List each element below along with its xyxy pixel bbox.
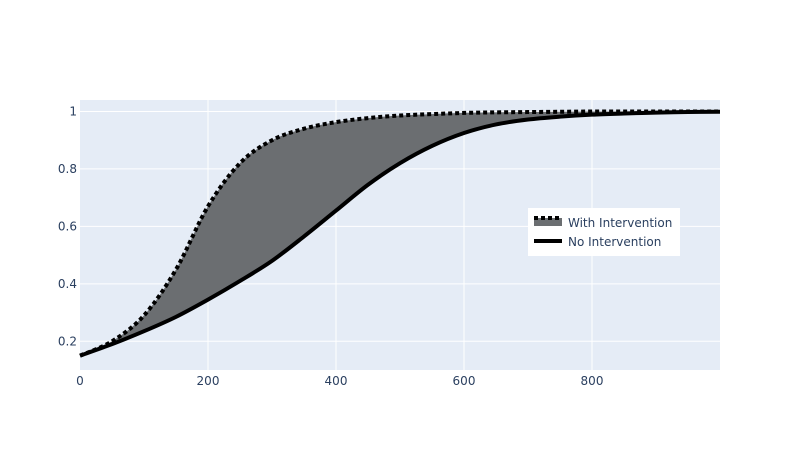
legend-swatch-fill: [534, 218, 562, 226]
legend: With Intervention No Intervention: [528, 208, 680, 256]
legend-background: [528, 208, 680, 256]
x-tick-label: 600: [453, 374, 476, 388]
legend-label-with-intervention: With Intervention: [568, 216, 672, 230]
fill-between-area: [80, 111, 720, 356]
x-axis-tick-labels: 0 200 400 600 800: [76, 374, 603, 388]
x-tick-label: 0: [76, 374, 84, 388]
series-line-no-intervention: [79, 109, 721, 358]
series-line-with-intervention: [79, 109, 720, 358]
legend-label-no-intervention: No Intervention: [568, 235, 661, 249]
x-tick-label: 200: [197, 374, 220, 388]
y-axis-tick-labels: 0.2 0.4 0.6 0.8 1: [58, 104, 77, 348]
y-tick-label: 0.4: [58, 277, 77, 291]
legend-item-no-intervention[interactable]: No Intervention: [534, 235, 661, 249]
x-tick-label: 800: [581, 374, 604, 388]
y-tick-label: 1: [69, 104, 77, 118]
legend-item-with-intervention[interactable]: With Intervention: [534, 216, 672, 230]
x-tick-label: 400: [325, 374, 348, 388]
y-tick-label: 0.2: [58, 334, 77, 348]
y-tick-label: 0.8: [58, 162, 77, 176]
y-tick-label: 0.6: [58, 219, 77, 233]
